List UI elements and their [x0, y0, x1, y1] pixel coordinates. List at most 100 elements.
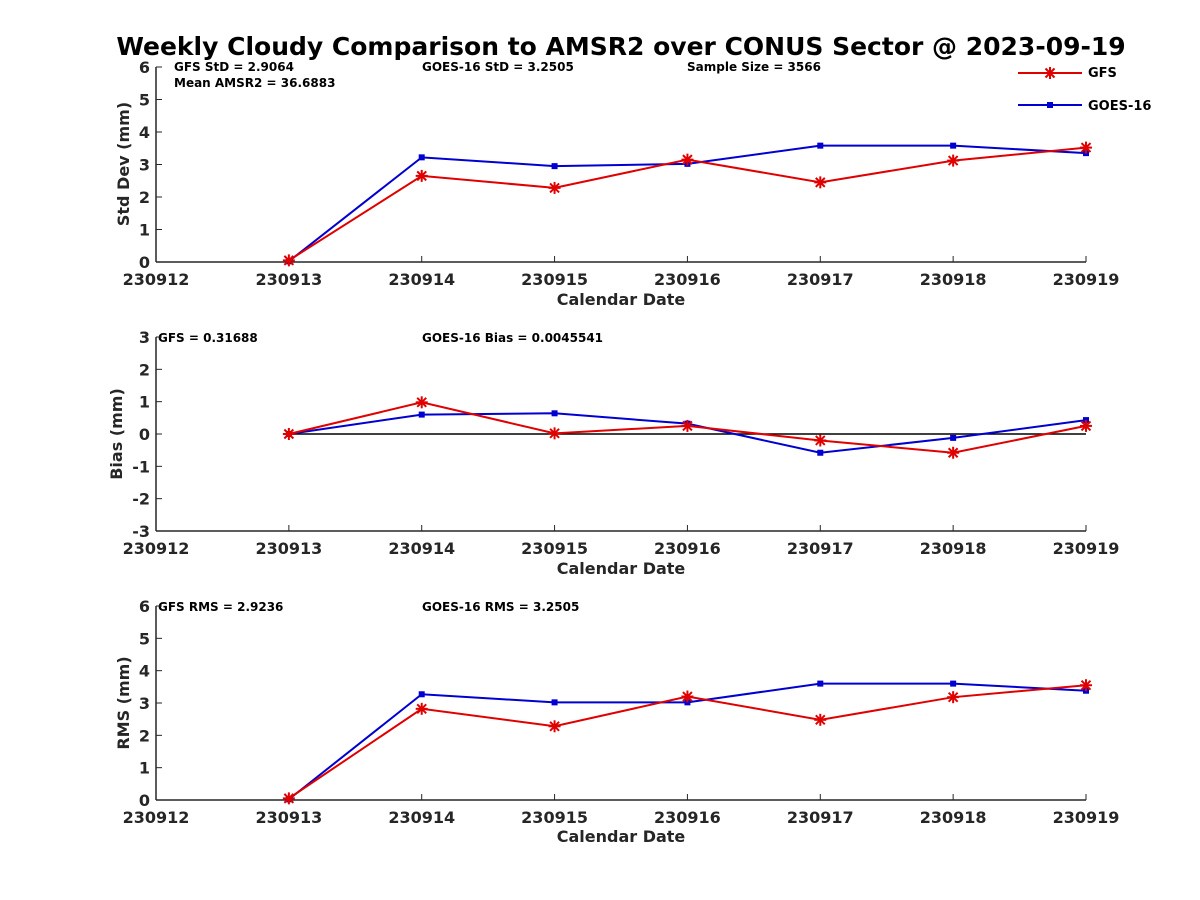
panel-rms-xtick-label: 230917 [787, 808, 854, 827]
annotation-gfs-rms: GFS RMS = 2.9236 [158, 600, 283, 614]
annotation-mean-amsr2: Mean AMSR2 = 36.6883 [174, 76, 335, 90]
panel-rms-xtick-label: 230916 [654, 808, 721, 827]
panel-std-dev-point-gfs [1080, 141, 1092, 154]
panel-std-dev-ytick-label: 3 [139, 156, 150, 175]
panel-rms-ytick-label: 4 [139, 662, 150, 681]
panel-bias-xtick-label: 230914 [388, 539, 455, 558]
panel-rms-ytick-label: 0 [139, 791, 150, 810]
panel-rms-point-gfs [947, 691, 960, 704]
panel-bias-xtick-label: 230916 [654, 539, 721, 558]
panel-rms-point-goes16 [950, 680, 957, 687]
panel-rms-xtick-label: 230919 [1053, 808, 1120, 827]
panel-bias-point-goes16 [551, 410, 558, 417]
legend-gfs-label: GFS [1088, 66, 1117, 81]
panel-std-dev-point-gfs [548, 181, 561, 194]
panel-std-dev-ytick-label: 0 [139, 253, 150, 272]
panel-rms-xtick-label: 230914 [388, 808, 455, 827]
panel-std-dev-xtick-label: 230915 [521, 270, 588, 289]
panel-std-dev-xtick-label: 230913 [255, 270, 322, 289]
panel-bias-ytick-label: 3 [139, 328, 150, 347]
annotation-gfs-bias: GFS = 0.31688 [158, 331, 258, 345]
panel-std-dev-ylabel: Std Dev (mm) [114, 102, 133, 226]
panel-rms-point-gfs [814, 713, 827, 726]
panel-rms-point-gfs [415, 702, 428, 715]
panel-bias-ytick-label: 2 [139, 360, 150, 379]
panel-rms-xtick-label: 230915 [521, 808, 588, 827]
panel-std-dev-xtick-label: 230918 [920, 270, 987, 289]
panel-rms-point-goes16 [817, 680, 824, 687]
chart-title: Weekly Cloudy Comparison to AMSR2 over C… [116, 32, 1125, 61]
panel-std-dev-point-gfs [947, 154, 960, 167]
panel-rms-ytick-label: 3 [139, 694, 150, 713]
panel-std-dev-point-goes16 [817, 142, 824, 149]
panel-bias-xtick-label: 230912 [123, 539, 190, 558]
panel-bias-point-gfs [681, 419, 694, 432]
panel-std-dev-xtick-label: 230914 [388, 270, 455, 289]
panel-std-dev-ytick-label: 6 [139, 58, 150, 77]
panel-rms-point-gfs [548, 720, 561, 733]
panel-rms-point-goes16 [551, 699, 558, 706]
panel-rms-ytick-label: 5 [139, 629, 150, 648]
legend: GFS GOES-16 [1018, 66, 1151, 114]
panel-rms-ytick-label: 6 [139, 597, 150, 616]
panel-rms-point-goes16 [418, 691, 425, 698]
panel-bias-point-gfs [282, 428, 295, 440]
panel-std-dev: Std Dev (mm) Calendar Date GFS StD = 2.9… [114, 58, 1119, 309]
panel-std-dev-xtick-label: 230917 [787, 270, 854, 289]
panel-std-dev-xtick-label: 230916 [654, 270, 721, 289]
panel-std-dev-xlabel: Calendar Date [557, 290, 686, 309]
panel-rms-ylabel: RMS (mm) [114, 656, 133, 749]
panel-std-dev-point-goes16 [950, 142, 957, 149]
panel-bias-point-goes16 [950, 434, 957, 441]
panel-rms-xtick-label: 230918 [920, 808, 987, 827]
panel-bias-point-gfs [814, 434, 827, 447]
panel-bias-ytick-label: -3 [132, 522, 150, 541]
panel-bias-point-goes16 [817, 449, 824, 456]
panel-std-dev-ytick-label: 5 [139, 91, 150, 110]
panel-bias-ytick-label: -1 [132, 457, 150, 476]
panel-rms-xtick-label: 230913 [255, 808, 322, 827]
legend-goes16-label: GOES-16 [1088, 99, 1151, 114]
panel-bias-point-gfs [947, 446, 960, 459]
panel-bias-point-goes16 [418, 411, 425, 418]
panel-bias-point-gfs [1080, 419, 1092, 432]
panel-bias-xlabel: Calendar Date [557, 559, 686, 578]
annotation-goes16-rms: GOES-16 RMS = 3.2505 [422, 600, 579, 614]
panel-rms-ytick-label: 2 [139, 726, 150, 745]
panel-rms-xlabel: Calendar Date [557, 827, 686, 846]
panel-std-dev-ytick-label: 1 [139, 221, 150, 240]
panel-std-dev-point-gfs [415, 169, 428, 182]
panel-rms-ytick-label: 1 [139, 759, 150, 778]
panel-bias-ylabel: Bias (mm) [107, 388, 126, 480]
annotation-gfs-std: GFS StD = 2.9064 [174, 60, 294, 74]
panel-rms: RMS (mm) Calendar Date GFS RMS = 2.9236 … [114, 597, 1119, 846]
legend-entry-goes16: GOES-16 [1018, 99, 1151, 114]
panel-bias-ytick-label: -2 [132, 490, 150, 509]
panel-bias-xtick-label: 230913 [255, 539, 322, 558]
panel-std-dev-ytick-label: 4 [139, 123, 150, 142]
panel-std-dev-point-gfs [681, 153, 694, 166]
panel-std-dev-point-goes16 [551, 163, 558, 170]
panel-rms-point-gfs [282, 792, 295, 805]
panel-std-dev-point-gfs [282, 254, 295, 267]
panel-bias: Bias (mm) Calendar Date GFS = 0.31688 GO… [107, 328, 1119, 578]
panel-rms-point-gfs [1080, 679, 1092, 692]
annotation-goes16-std: GOES-16 StD = 3.2505 [422, 60, 574, 74]
panel-bias-ytick-label: 1 [139, 393, 150, 412]
panel-rms-xtick-label: 230912 [123, 808, 190, 827]
legend-entry-gfs: GFS [1018, 66, 1117, 81]
panel-std-dev-xtick-label: 230912 [123, 270, 190, 289]
panel-std-dev-ytick-label: 2 [139, 188, 150, 207]
legend-gfs-marker [1044, 67, 1056, 79]
annotation-sample-size: Sample Size = 3566 [687, 60, 821, 74]
panel-bias-xtick-label: 230915 [521, 539, 588, 558]
panel-std-dev-xtick-label: 230919 [1053, 270, 1120, 289]
panel-bias-xtick-label: 230919 [1053, 539, 1120, 558]
panel-std-dev-point-gfs [814, 176, 827, 189]
panel-bias-xtick-label: 230917 [787, 539, 854, 558]
annotation-goes16-bias: GOES-16 Bias = 0.0045541 [422, 331, 603, 345]
panel-bias-ytick-label: 0 [139, 425, 150, 444]
legend-goes16-marker [1047, 102, 1053, 108]
